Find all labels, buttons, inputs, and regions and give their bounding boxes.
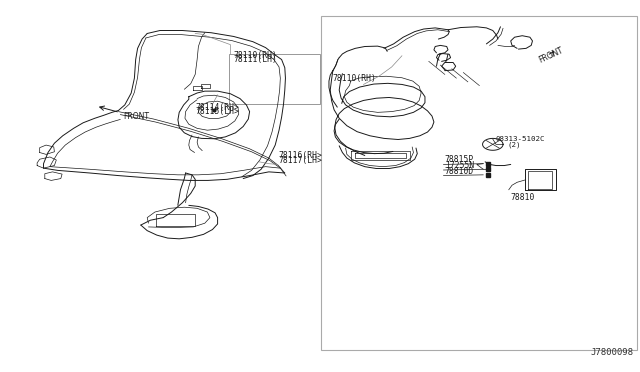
Text: 78810D: 78810D bbox=[445, 167, 474, 176]
Bar bbox=[321, 16, 637, 350]
Text: 78111(LH): 78111(LH) bbox=[234, 55, 278, 64]
Text: FRONT: FRONT bbox=[538, 45, 565, 65]
Text: 08313-5102C: 08313-5102C bbox=[496, 136, 545, 142]
Text: 78815P: 78815P bbox=[445, 155, 474, 164]
Text: (2): (2) bbox=[508, 141, 521, 148]
Text: J7800098: J7800098 bbox=[591, 348, 634, 357]
Text: 78116(RH>: 78116(RH> bbox=[278, 151, 323, 160]
Text: 78810: 78810 bbox=[511, 193, 535, 202]
Text: 17255N: 17255N bbox=[445, 161, 474, 170]
Text: 78110(RH): 78110(RH) bbox=[234, 51, 278, 60]
Text: 78115(LH>: 78115(LH> bbox=[195, 108, 239, 116]
Text: FRONT: FRONT bbox=[100, 106, 149, 121]
Bar bbox=[229, 54, 320, 104]
Text: 78114(RH>: 78114(RH> bbox=[195, 103, 239, 112]
Text: 78117(LH>: 78117(LH> bbox=[278, 156, 323, 165]
Text: 78110(RH): 78110(RH) bbox=[333, 74, 377, 83]
